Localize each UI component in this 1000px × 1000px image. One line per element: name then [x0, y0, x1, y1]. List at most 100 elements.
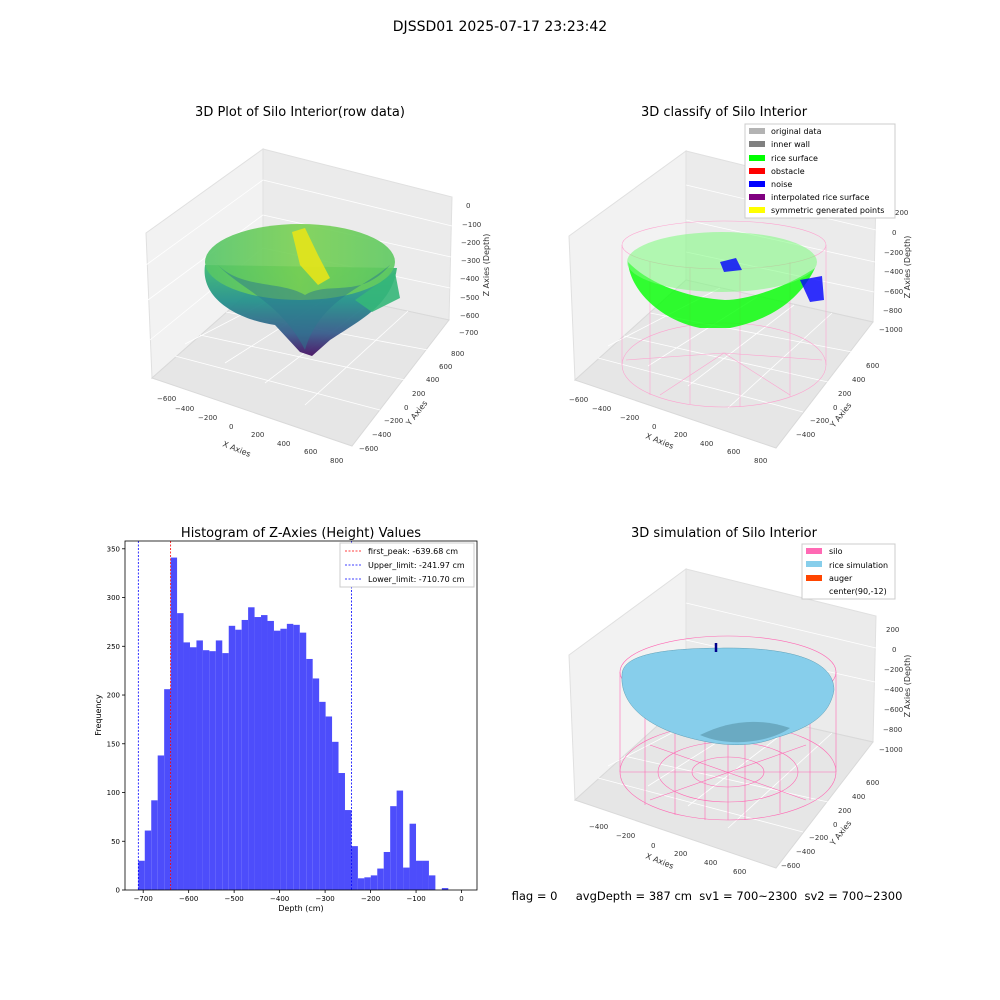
- rice-simulation-dip: [700, 721, 790, 743]
- histogram-bar: [228, 625, 236, 890]
- legend-upper-limit: Upper_limit: -241.97 cm: [368, 561, 465, 570]
- tick-z-2: −200: [884, 249, 903, 257]
- y-axis-label-classify: Y Axies: [828, 401, 854, 430]
- z-axis-label-raw: Z Axies (Depth): [482, 234, 491, 297]
- tick-y-3: 0: [404, 404, 408, 412]
- tick-z-6: −600: [460, 312, 479, 320]
- tick-y-1: −200: [810, 417, 829, 425]
- tick-y-5: 600: [866, 362, 879, 370]
- histogram-bar: [351, 846, 358, 890]
- histogram-bar: [409, 823, 417, 890]
- tick-z-4: −600: [884, 288, 903, 296]
- histogram-bar: [319, 701, 326, 890]
- histogram-x-ticks: −700 −600 −500 −400 −300 −200 −100 0: [134, 890, 464, 903]
- histogram-bar: [144, 830, 152, 890]
- histogram-y-axis-label: Frequency: [94, 694, 103, 736]
- y-tick-label: 350: [107, 545, 120, 553]
- histogram-bar: [396, 790, 404, 890]
- histogram-bar: [377, 868, 384, 890]
- histogram-bar: [383, 851, 391, 890]
- histogram-bar: [138, 860, 145, 890]
- tick-z-2: −200: [884, 666, 903, 674]
- legend-noise: noise: [771, 180, 792, 189]
- legend-auger: auger: [829, 574, 853, 583]
- x-tick-label: −500: [225, 895, 244, 903]
- tick-x-1: −200: [616, 832, 635, 840]
- histogram-bar: [196, 640, 203, 890]
- tick-z-7: −700: [459, 329, 478, 337]
- y-tick-label: 50: [111, 838, 120, 846]
- x-tick-label: −200: [361, 895, 380, 903]
- classify-legend: original data inner wall rice surface ob…: [744, 123, 896, 219]
- tick-y-1: −400: [372, 431, 391, 439]
- raw-data-wall-strip: [355, 272, 400, 312]
- histogram-bar: [370, 875, 378, 890]
- histogram-bar: [189, 647, 197, 890]
- x-tick-label: −400: [270, 895, 289, 903]
- axis-ticks-classify: −600 −400 −200 0 200 400 600 800 X Axies…: [569, 209, 912, 465]
- histogram-bar: [422, 860, 429, 890]
- panel-simulation-title: 3D simulation of Silo Interior: [631, 526, 818, 541]
- tick-y-1: −400: [796, 848, 815, 856]
- tick-x-5: 400: [700, 440, 713, 448]
- tick-x-0: −600: [569, 396, 588, 404]
- y-tick-label: 150: [107, 740, 120, 748]
- figure-title: DJSSD01 2025-07-17 23:23:42: [393, 19, 607, 35]
- tick-z-5: −800: [883, 726, 902, 734]
- tick-z-1: 0: [892, 646, 896, 654]
- legend-interpolated-rice-surface: interpolated rice surface: [771, 193, 869, 202]
- legend-lower-limit: Lower_limit: -710.70 cm: [368, 575, 465, 584]
- histogram-bars: [138, 557, 449, 890]
- tick-y-3: 200: [838, 390, 851, 398]
- pane-floor: [574, 279, 874, 449]
- tick-z-0: 200: [886, 626, 899, 634]
- histogram-legend: first_peak: -639.68 cm Upper_limit: -241…: [339, 542, 475, 588]
- histogram-bar: [332, 741, 339, 890]
- histogram-bar: [293, 624, 300, 890]
- x-tick-label: −100: [406, 895, 425, 903]
- legend-symmetric-generated-points: symmetric generated points: [771, 206, 884, 215]
- histogram-bar: [170, 557, 178, 890]
- histogram-bar: [403, 867, 410, 890]
- tick-z-5: −500: [460, 294, 479, 302]
- histogram-bar: [151, 800, 158, 890]
- y-tick-label: 0: [116, 887, 120, 895]
- noise-cluster: [720, 258, 824, 302]
- tick-y-4: 200: [838, 807, 851, 815]
- legend-center: center(90,-12): [829, 587, 887, 596]
- x-axis-label-classify: X Axies: [644, 432, 675, 451]
- histogram-bar: [273, 630, 281, 890]
- tick-y-5: 400: [852, 793, 865, 801]
- histogram-bar: [357, 878, 365, 890]
- panel-simulation: 3D simulation of Silo Interior: [568, 526, 912, 876]
- legend-original-data: original data: [771, 127, 822, 136]
- tick-y-4: 200: [412, 390, 425, 398]
- rice-simulation-surface: [621, 647, 835, 745]
- histogram-bar: [416, 860, 423, 890]
- tick-z-1: −100: [462, 221, 481, 229]
- histogram-bar: [390, 806, 397, 890]
- histogram-bar: [267, 620, 274, 890]
- z-axis-label-simulation: Z Axies (Depth): [903, 655, 912, 718]
- histogram-x-axis-label: Depth (cm): [278, 904, 323, 913]
- tick-y-3: 0: [833, 821, 837, 829]
- rice-surface-points: [628, 262, 815, 328]
- tick-x-3: 0: [229, 423, 233, 431]
- histogram-bar: [248, 607, 255, 890]
- y-tick-label: 250: [107, 643, 120, 651]
- raw-data-yellow-cluster: [292, 228, 330, 285]
- histogram-y-ticks: 0 50 100 150 200 250 300 350: [107, 545, 125, 895]
- tick-z-5: −800: [883, 307, 902, 315]
- z-axis-label-classify: Z Axies (Depth): [903, 236, 912, 299]
- legend-inner-wall: inner wall: [771, 140, 810, 149]
- status-line: flag = 0 avgDepth = 387 cm sv1 = 700~230…: [512, 889, 903, 903]
- tick-z-3: −400: [884, 686, 903, 694]
- histogram-reference-lines: [137, 541, 352, 890]
- histogram-bar: [428, 875, 436, 890]
- y-tick-label: 100: [107, 789, 120, 797]
- histogram-bar: [241, 619, 249, 890]
- histogram-bar: [222, 653, 229, 890]
- tick-z-2: −200: [461, 239, 480, 247]
- x-axis-label-simulation: X Axies: [644, 852, 675, 871]
- tick-x-6: 600: [727, 448, 740, 456]
